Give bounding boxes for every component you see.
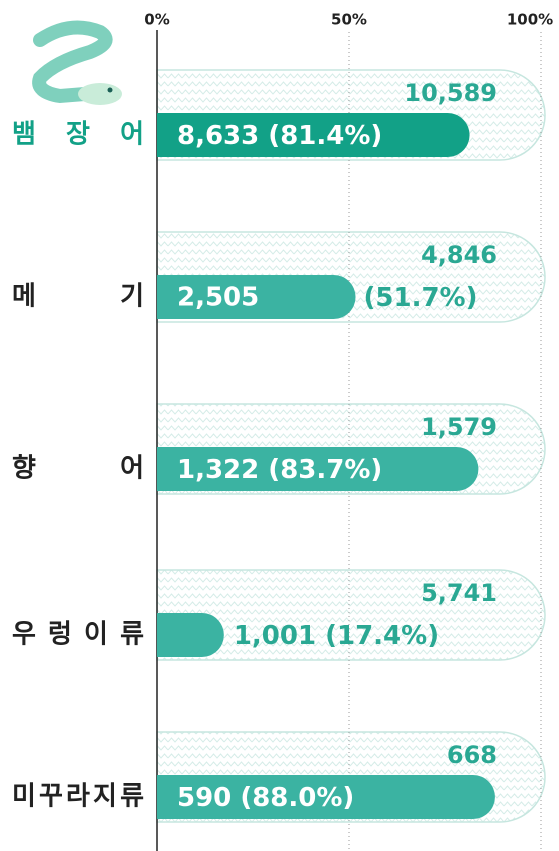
category-label: 메기 xyxy=(12,282,144,312)
count-label: 2,505 xyxy=(177,283,259,313)
count-label: 590 xyxy=(177,783,231,813)
category-label: 우렁이류 xyxy=(12,620,144,650)
total-label: 1,579 xyxy=(421,413,497,441)
value-label: 83.7% xyxy=(280,455,370,485)
row-background xyxy=(156,569,546,661)
total-label: 5,741 xyxy=(421,579,497,607)
bar-label: 8,633 (81.4%) xyxy=(177,121,382,151)
count-label: 8,633 xyxy=(177,121,259,151)
value-label: 88.0% xyxy=(252,783,342,813)
count-label: 1,322 xyxy=(177,455,259,485)
total-label: 4,846 xyxy=(421,241,497,269)
bar-label: (51.7%) xyxy=(364,283,478,313)
total-label: 10,589 xyxy=(404,79,497,107)
bar-label: 1,001 (17.4%) xyxy=(234,621,439,651)
bar xyxy=(157,275,356,319)
bar xyxy=(157,447,479,491)
x-tick-label: 0% xyxy=(144,11,169,29)
category-label: 미꾸라지류 xyxy=(12,782,144,812)
count-label: 1,001 xyxy=(234,621,316,651)
bar xyxy=(157,613,224,657)
category-label: 향어 xyxy=(12,454,144,484)
value-label: 51.7% xyxy=(375,283,465,313)
bar xyxy=(157,113,470,157)
bar-label: 590 (88.0%) xyxy=(177,783,354,813)
bar-label: 1,322 (83.7%) xyxy=(177,455,382,485)
total-label: 668 xyxy=(447,741,497,769)
x-tick-label: 50% xyxy=(331,11,367,29)
value-label: 17.4% xyxy=(337,621,427,651)
bar xyxy=(157,775,495,819)
category-label: 뱀장어 xyxy=(12,120,144,150)
eel-icon xyxy=(32,20,122,105)
value-label: 81.4% xyxy=(280,121,370,151)
x-tick-label: 100% xyxy=(507,11,553,29)
